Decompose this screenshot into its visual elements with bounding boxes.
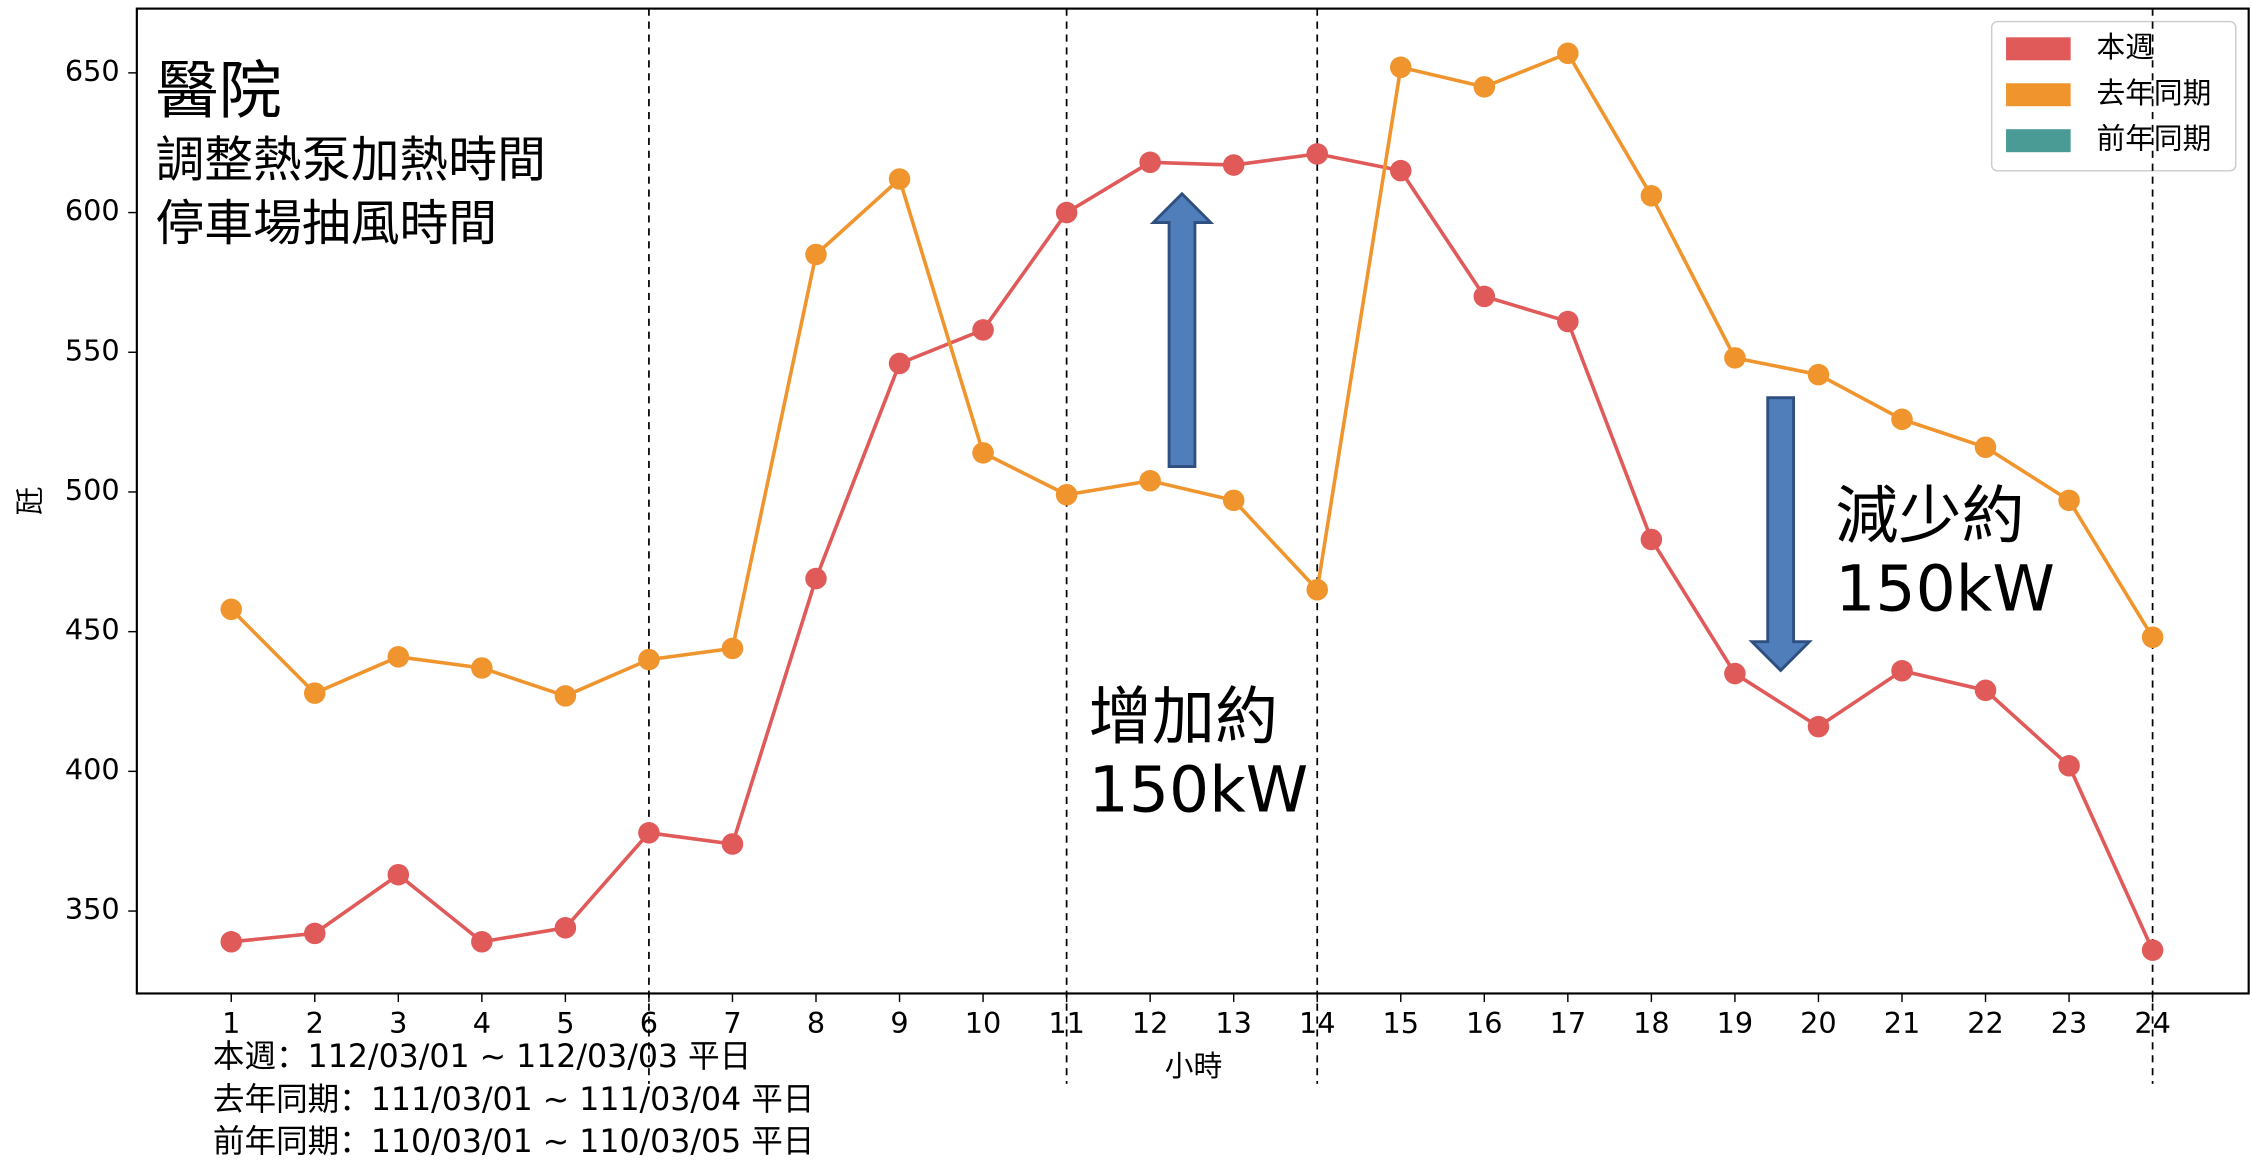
legend-label: 去年同期 <box>2096 76 2211 110</box>
x-tick-label: 17 <box>1550 1006 1587 1040</box>
data-point <box>1222 154 1245 176</box>
legend-label: 前年同期 <box>2096 122 2211 156</box>
x-tick-label: 10 <box>965 1006 1002 1040</box>
data-point <box>1974 679 1997 702</box>
legend-swatch <box>2006 83 2071 107</box>
annotation: 停車場抽風時間 <box>156 195 498 252</box>
x-tick-label: 20 <box>1800 1006 1837 1040</box>
x-tick-label: 2 <box>306 1006 324 1040</box>
y-tick-label: 550 <box>65 333 120 367</box>
data-point <box>1557 42 1579 65</box>
data-point <box>1473 76 1496 98</box>
data-point <box>1891 660 1913 682</box>
data-point <box>1139 151 1161 174</box>
data-point <box>972 442 994 464</box>
data-point <box>721 833 744 855</box>
data-point <box>2058 754 2080 777</box>
x-tick-label: 22 <box>1967 1006 2004 1040</box>
data-point <box>1222 489 1245 512</box>
annotation: 150kW <box>1089 752 1309 826</box>
data-point <box>638 648 660 671</box>
x-tick-label: 13 <box>1215 1006 1252 1040</box>
x-axis-label: 小時 <box>1165 1049 1222 1083</box>
data-point <box>1473 285 1496 308</box>
footnote: 本週：112/03/01 ~ 112/03/03 平日 <box>213 1039 751 1075</box>
y-tick-label: 350 <box>65 892 120 926</box>
x-tick-label: 16 <box>1466 1006 1503 1040</box>
annotation: 150kW <box>1835 551 2055 625</box>
y-tick-label: 600 <box>65 194 120 228</box>
x-tick-label: 15 <box>1383 1006 1420 1040</box>
data-point <box>721 637 744 660</box>
data-point <box>554 917 577 939</box>
data-point <box>1055 483 1078 506</box>
data-point <box>2058 489 2080 512</box>
data-point <box>1640 528 1663 551</box>
data-point <box>304 682 326 704</box>
legend-label: 本週 <box>2096 30 2153 64</box>
plot-frame <box>135 7 2250 995</box>
x-tick-label: 3 <box>389 1006 407 1040</box>
series-line <box>229 51 2155 698</box>
data-point <box>1306 578 1328 601</box>
data-point <box>888 168 911 190</box>
legend-swatch <box>2006 129 2071 153</box>
annotation: 調整熱泵加熱時間 <box>156 132 546 189</box>
data-point <box>1389 56 1412 79</box>
y-tick-label: 500 <box>65 473 120 507</box>
x-tick-label: 4 <box>473 1006 491 1040</box>
x-tick-label: 5 <box>556 1006 574 1040</box>
x-tick-label: 21 <box>1884 1006 1921 1040</box>
footnote: 去年同期：111/03/01 ~ 111/03/04 平日 <box>213 1082 814 1118</box>
data-point <box>1640 185 1663 207</box>
data-point <box>1807 363 1830 386</box>
data-point <box>805 243 827 266</box>
data-point <box>1724 662 1746 685</box>
y-axis-label: 瓩 <box>13 487 47 516</box>
x-tick-label: 23 <box>2051 1006 2088 1040</box>
x-tick-label: 1 <box>222 1006 240 1040</box>
y-tick-label: 450 <box>65 613 120 647</box>
data-point <box>387 863 410 886</box>
data-point <box>1306 143 1328 165</box>
data-point <box>972 319 994 341</box>
x-tick-label: 19 <box>1717 1006 1754 1040</box>
data-point <box>304 922 326 945</box>
data-point <box>1055 201 1078 224</box>
data-point <box>220 598 243 621</box>
data-point <box>220 931 243 953</box>
up-arrow <box>1149 191 1215 469</box>
data-point <box>805 567 827 590</box>
data-point <box>2141 626 2164 649</box>
legend-swatch <box>2006 37 2071 61</box>
data-point <box>387 646 410 668</box>
data-point <box>638 822 660 844</box>
x-tick-label: 8 <box>807 1006 825 1040</box>
data-point <box>1807 715 1830 738</box>
data-point <box>554 685 577 707</box>
annotation: 減少約 <box>1835 478 2024 552</box>
x-tick-label: 12 <box>1132 1006 1169 1040</box>
data-point <box>1557 310 1579 333</box>
x-tick-label: 9 <box>890 1006 908 1040</box>
data-point <box>2141 939 2164 961</box>
x-tick-label: 7 <box>723 1006 741 1040</box>
annotation: 增加約 <box>1089 679 1278 753</box>
data-point <box>471 657 493 679</box>
data-point <box>1974 436 1997 459</box>
annotation-title: 醫院 <box>156 53 282 127</box>
y-tick-label: 400 <box>65 752 120 786</box>
down-arrow <box>1748 396 1813 673</box>
data-point <box>1139 470 1161 492</box>
data-point <box>471 931 493 953</box>
data-point <box>1724 347 1746 369</box>
x-tick-label: 18 <box>1633 1006 1670 1040</box>
footnote: 前年同期：110/03/01 ~ 110/03/05 平日 <box>213 1124 814 1160</box>
data-point <box>1389 159 1412 182</box>
data-point <box>1891 408 1913 431</box>
series-line <box>231 152 2155 951</box>
y-tick-label: 650 <box>65 54 120 88</box>
data-point <box>888 352 911 375</box>
